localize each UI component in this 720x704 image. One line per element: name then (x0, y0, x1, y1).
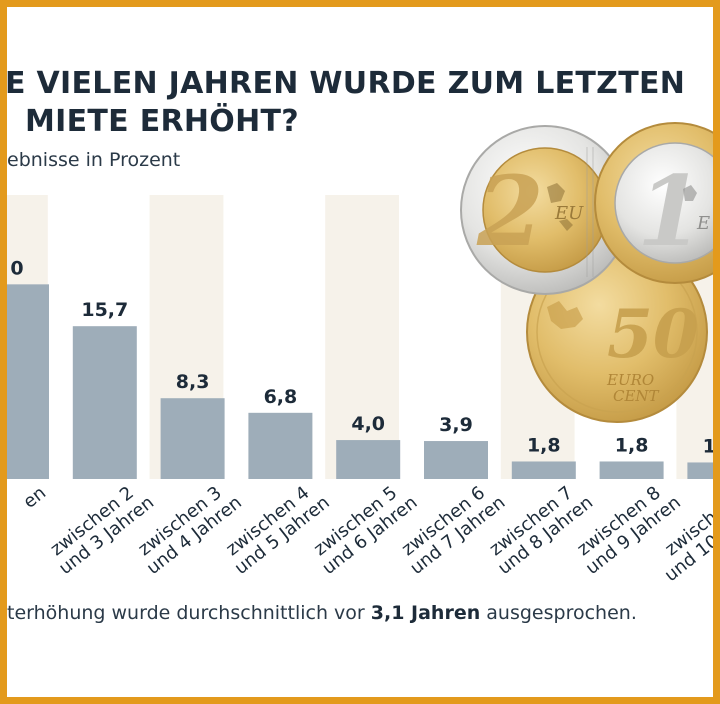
bar (248, 412, 313, 479)
chart-title: E VIELEN JAHREN WURDE ZUM LETZTEN MIETE … (5, 65, 686, 141)
summary-footnote: terhöhung wurde durchschnittlich vor 3,1… (7, 602, 637, 624)
svg-text:1: 1 (637, 155, 704, 268)
bar-value-label: 1,7 (703, 435, 720, 457)
svg-text:50: 50 (607, 295, 699, 373)
bar (687, 462, 713, 479)
footnote-text-start: terhöhung wurde durchschnittlich vor (7, 602, 371, 624)
bar (7, 284, 49, 479)
svg-text:E: E (696, 213, 710, 234)
bar (72, 326, 137, 479)
svg-text:EURO: EURO (606, 371, 654, 389)
two-euro-coin-icon: 2 EU (460, 125, 630, 295)
bar-value-label: 15,7 (81, 299, 128, 321)
bar-value-label: 1,8 (615, 434, 649, 456)
bar (160, 398, 225, 479)
euro-coins-illustration: 50 EURO CENT 2 EU 1 E (460, 122, 713, 423)
bar-value-label: 6,8 (264, 386, 298, 408)
chart-subtitle: ebnisse in Prozent (7, 149, 181, 171)
footnote-text-end: ausgesprochen. (480, 602, 637, 624)
svg-text:EU: EU (554, 203, 584, 224)
one-euro-coin-icon: 1 E (594, 122, 713, 284)
bar-value-label: 8,3 (176, 371, 210, 393)
bar (336, 440, 401, 479)
column-stripe (325, 195, 399, 479)
title-line-2: MIETE ERHÖHT? (25, 104, 299, 139)
svg-text:2: 2 (476, 155, 544, 268)
title-line-1: E VIELEN JAHREN WURDE ZUM LETZTEN (5, 66, 686, 101)
bar (511, 461, 576, 479)
footnote-highlight: 3,1 Jahren (370, 602, 481, 624)
bar (424, 441, 488, 479)
bar-value-label: 1,8 (527, 434, 561, 456)
bar-value-label: 3,9 (439, 414, 473, 436)
bar (599, 461, 664, 479)
svg-text:CENT: CENT (613, 387, 660, 405)
bar-value-label: 0 (10, 257, 23, 279)
bar-value-label: 4,0 (351, 413, 385, 435)
